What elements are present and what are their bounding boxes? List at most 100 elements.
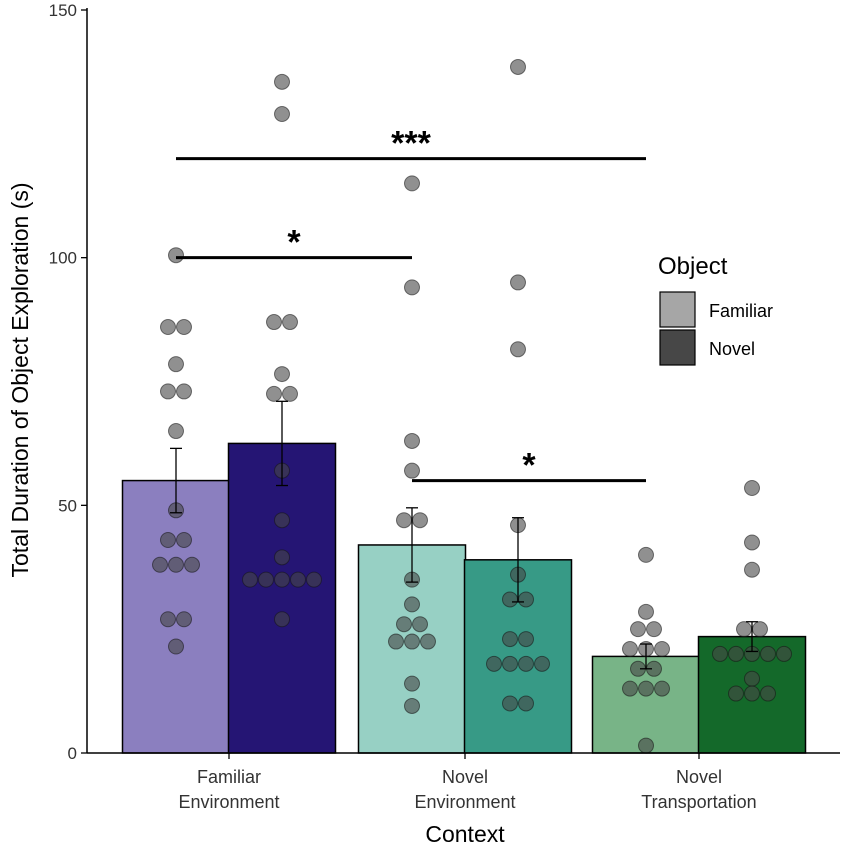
data-point [744, 479, 760, 496]
data-point [274, 106, 290, 123]
data-point [412, 512, 428, 529]
data-point [160, 383, 176, 400]
significance-label: * [287, 224, 301, 262]
data-point [744, 670, 760, 687]
bar [591, 655, 701, 754]
data-point [282, 314, 298, 331]
data-point [744, 685, 760, 702]
data-point [502, 655, 518, 672]
data-point [242, 571, 258, 588]
y-tick-label: 100 [49, 249, 77, 268]
data-point [502, 591, 518, 608]
data-point [152, 556, 168, 573]
data-point [404, 462, 420, 479]
data-point [404, 175, 420, 192]
data-point [396, 512, 412, 529]
data-point [404, 633, 420, 650]
y-axis-title: Total Duration of Object Exploration (s) [7, 182, 33, 577]
legend-title: Object [658, 253, 728, 280]
data-point [168, 356, 184, 373]
data-point [420, 633, 436, 650]
data-point [306, 571, 322, 588]
x-tick-label-line2: Transportation [641, 792, 756, 812]
data-point [510, 274, 526, 291]
data-point [630, 621, 646, 638]
data-point [396, 616, 412, 633]
data-point [486, 655, 502, 672]
data-point [510, 58, 526, 75]
data-point [646, 621, 662, 638]
significance-label: *** [391, 125, 431, 163]
x-tick-label-line1: Novel [442, 767, 488, 787]
data-point [274, 571, 290, 588]
data-point [160, 532, 176, 549]
data-point [168, 638, 184, 655]
data-point [274, 549, 290, 566]
data-point [728, 685, 744, 702]
data-point [404, 279, 420, 296]
data-point [266, 385, 282, 402]
x-tick-label-line1: Novel [676, 767, 722, 787]
y-tick-label: 0 [68, 744, 77, 763]
data-point [760, 645, 776, 662]
data-point [760, 685, 776, 702]
data-point [160, 611, 176, 628]
data-point [168, 556, 184, 573]
legend-swatch [659, 291, 696, 328]
data-point [712, 645, 728, 662]
data-point [622, 640, 638, 657]
data-point [274, 73, 290, 90]
data-point [638, 603, 654, 620]
data-point [404, 697, 420, 714]
data-point [622, 680, 638, 697]
data-point [502, 695, 518, 712]
data-point [266, 314, 282, 331]
legend-label: Familiar [709, 301, 773, 321]
legend-swatch [659, 329, 696, 366]
x-tick-label-line2: Environment [178, 792, 279, 812]
data-point [534, 655, 550, 672]
data-point [176, 611, 192, 628]
data-point [638, 680, 654, 697]
data-point [176, 383, 192, 400]
data-point [654, 680, 670, 697]
legend-label: Novel [709, 339, 755, 359]
data-point [736, 621, 752, 638]
data-point [638, 737, 654, 754]
data-point [404, 432, 420, 449]
significance-label: * [522, 447, 536, 485]
data-point [160, 319, 176, 336]
data-point [510, 341, 526, 358]
data-point [638, 546, 654, 563]
data-point [168, 423, 184, 440]
bar [227, 442, 337, 754]
data-point [776, 645, 792, 662]
data-point [412, 616, 428, 633]
y-tick-label: 50 [58, 496, 77, 515]
data-point [518, 695, 534, 712]
data-point [404, 675, 420, 692]
data-point [274, 366, 290, 383]
data-point [290, 571, 306, 588]
data-point [744, 534, 760, 551]
x-axis-title: Context [425, 821, 505, 847]
data-point [184, 556, 200, 573]
x-tick-label-line1: Familiar [197, 767, 261, 787]
x-tick-label-line2: Environment [414, 792, 515, 812]
data-point [744, 561, 760, 578]
data-point [274, 611, 290, 628]
data-point [518, 655, 534, 672]
data-point [752, 621, 768, 638]
data-point [728, 645, 744, 662]
y-tick-label: 150 [49, 1, 77, 20]
data-point [404, 596, 420, 613]
data-point [176, 319, 192, 336]
data-point [518, 591, 534, 608]
data-point [654, 640, 670, 657]
data-point [258, 571, 274, 588]
data-point [388, 633, 404, 650]
data-point [176, 532, 192, 549]
data-point [274, 512, 290, 529]
data-point [502, 631, 518, 648]
